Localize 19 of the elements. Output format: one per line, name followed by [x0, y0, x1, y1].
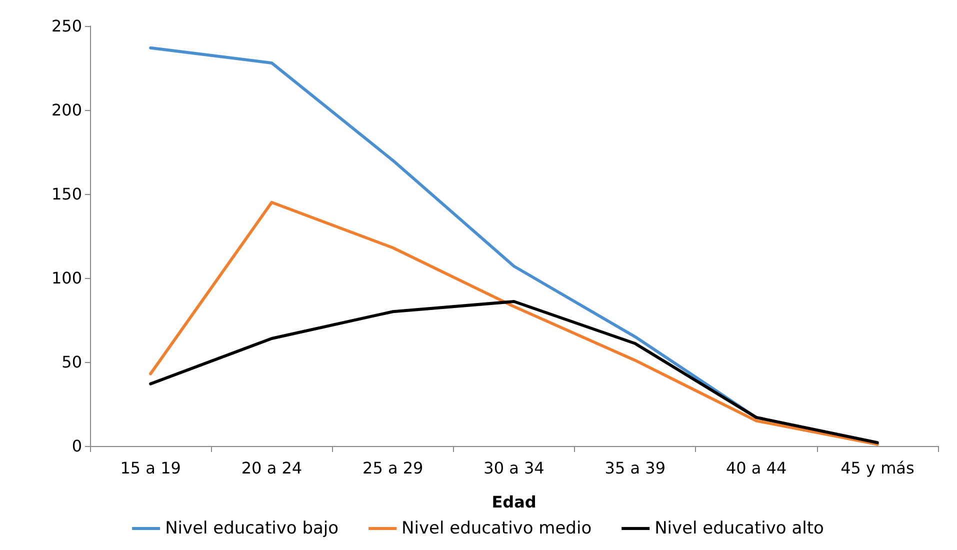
x-tick-label: 45 y más [840, 458, 914, 478]
legend-label: Nivel educativo bajo [165, 518, 339, 538]
legend-label: Nivel educativo alto [654, 518, 824, 538]
line-series [149, 200, 879, 446]
line-series [149, 300, 879, 444]
y-tick-label: 50 [62, 352, 82, 372]
x-tick-label: 30 a 34 [484, 458, 544, 478]
legend-label: Nivel educativo medio [402, 518, 592, 538]
x-tick-label: 25 a 29 [362, 458, 424, 478]
x-tick-label: 35 a 39 [604, 458, 666, 478]
y-tick-label: 0 [72, 436, 82, 456]
x-tick-label: 20 a 24 [241, 458, 302, 478]
y-tick-label: 200 [51, 100, 82, 120]
x-tick-label: 15 a 19 [120, 458, 181, 478]
y-tick-label: 150 [51, 184, 82, 204]
y-tick-label: 100 [51, 268, 82, 288]
x-axis-title: Edad [492, 492, 536, 512]
y-tick-label: 250 [51, 16, 82, 36]
x-tick-label: 40 a 44 [726, 458, 787, 478]
